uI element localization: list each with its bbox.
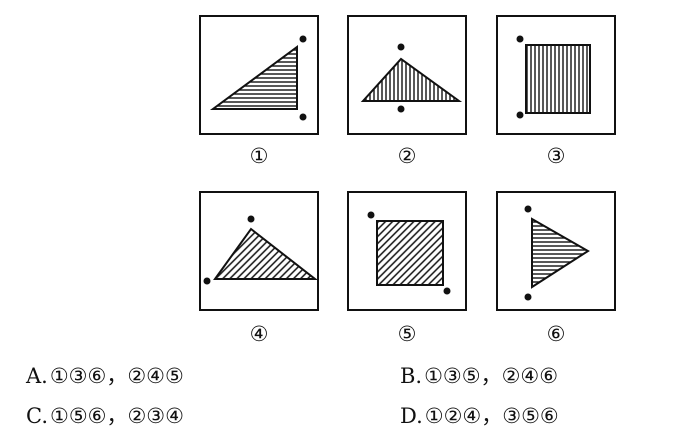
figure-1-label: ①	[249, 144, 269, 168]
figure-4-panel	[199, 191, 319, 311]
option-b-letter: B.	[400, 364, 423, 388]
figure-1-drawing	[209, 35, 307, 121]
option-d[interactable]: D.①②④，③⑤⑥	[400, 403, 559, 429]
option-a-text: ①③⑥，②④⑤	[49, 364, 184, 388]
option-a-letter: A.	[26, 364, 48, 388]
figure-5-dot-bottom	[443, 287, 451, 295]
option-c-text: ①⑤⑥，②③④	[50, 404, 184, 428]
figure-5-square	[376, 220, 444, 286]
option-c[interactable]: C.①⑤⑥，②③④	[26, 403, 184, 429]
figure-4-triangle	[213, 227, 317, 280]
option-a[interactable]: A.①③⑥，②④⑤	[26, 363, 184, 389]
figure-6-panel	[496, 191, 616, 311]
figure-4-dot-top	[247, 215, 255, 223]
figure-4-drawing	[203, 215, 317, 285]
option-b[interactable]: B.①③⑤，②④⑥	[400, 363, 558, 389]
figure-2-triangle	[360, 57, 463, 102]
figure-3-label: ③	[546, 144, 566, 168]
figure-3-dot-bottom	[516, 111, 524, 119]
figure-4-label: ④	[249, 322, 269, 346]
figure-6-drawing	[524, 205, 590, 301]
option-b-text: ①③⑤，②④⑥	[424, 364, 559, 388]
figure-5-dot-top	[367, 211, 375, 219]
figure-5-panel	[347, 191, 467, 311]
figure-5-label: ⑤	[397, 322, 417, 346]
figure-3-drawing	[516, 35, 591, 119]
figure-2-dot-top	[397, 43, 405, 51]
figure-1-triangle	[209, 45, 298, 110]
figure-6-label: ⑥	[546, 322, 566, 346]
figure-2-panel	[347, 15, 467, 135]
figure-3-dot-top	[516, 35, 524, 43]
figure-3-panel	[496, 15, 616, 135]
figure-2-label: ②	[397, 144, 417, 168]
figure-3-square	[525, 44, 591, 114]
figure-6-triangle	[531, 217, 590, 289]
figure-1-dot-top	[299, 35, 307, 43]
figure-1-panel	[199, 15, 319, 135]
figure-2-dot-bottom	[397, 105, 405, 113]
figure-2-drawing	[360, 43, 463, 113]
figure-6-dot-bottom	[524, 293, 532, 301]
figure-4-dot-bottom	[203, 277, 211, 285]
option-d-letter: D.	[400, 404, 423, 428]
option-c-letter: C.	[26, 404, 48, 428]
figure-6-dot-top	[524, 205, 532, 213]
option-d-text: ①②④，③⑤⑥	[424, 404, 559, 428]
figure-1-dot-bottom	[299, 113, 307, 121]
figure-5-drawing	[367, 211, 451, 295]
